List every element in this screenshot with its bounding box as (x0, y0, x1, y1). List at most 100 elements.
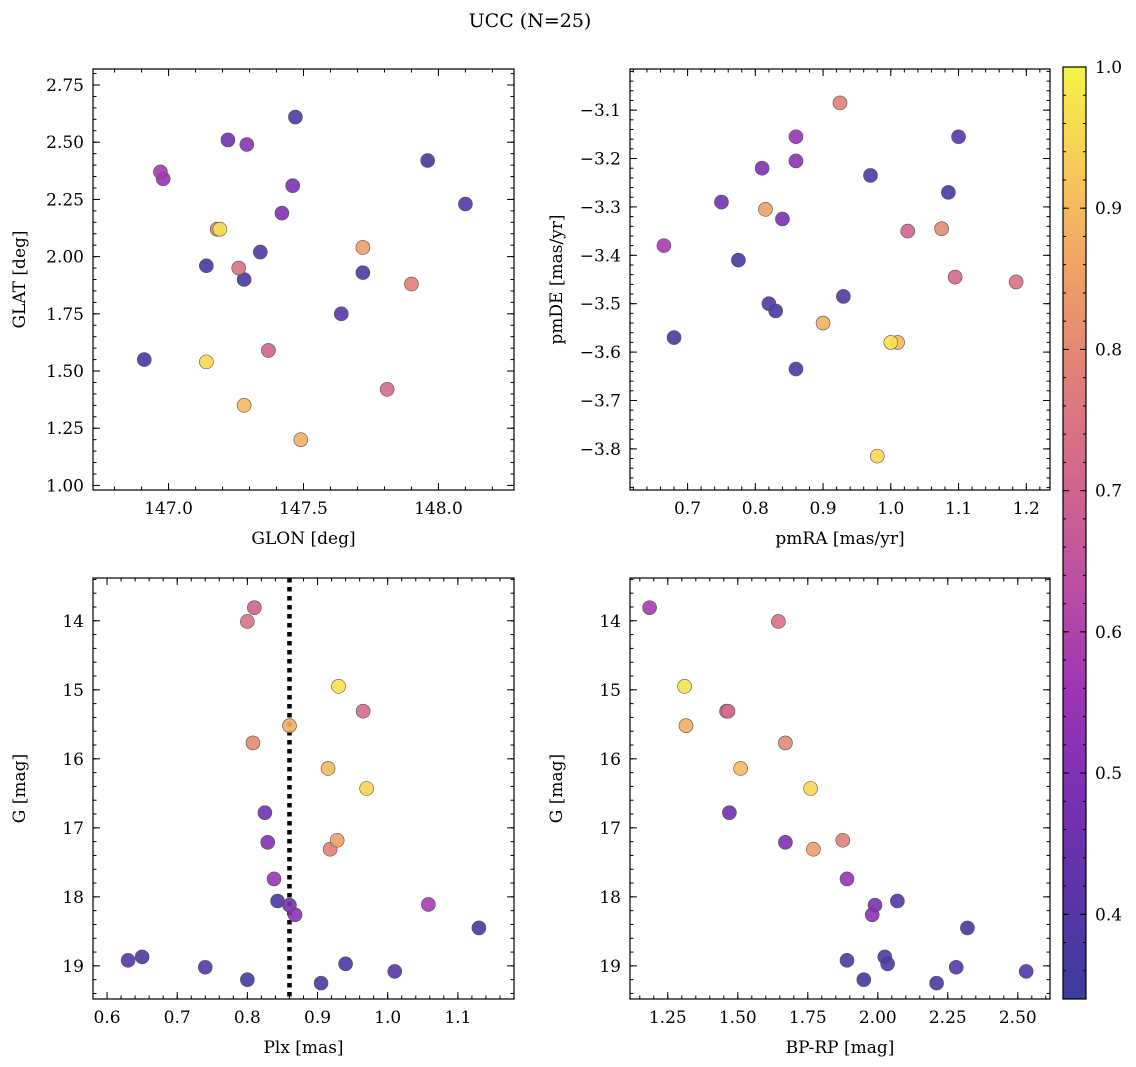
x-tick-label: 1.75 (789, 1008, 827, 1028)
x-tick-label: 1.0 (374, 1008, 401, 1028)
x-tick-label: 2.00 (859, 1008, 897, 1028)
data-point (731, 252, 746, 268)
x-tick-label: 0.9 (810, 499, 837, 519)
data-point (832, 95, 848, 111)
data-point (293, 432, 309, 447)
data-point (239, 137, 255, 152)
data-point (951, 129, 966, 145)
x-tick-label: 2.50 (999, 1008, 1037, 1028)
y-axis-label: G [mag] (10, 754, 30, 823)
data-point (331, 679, 346, 694)
colorbar-tick-label: 0.9 (1095, 199, 1122, 219)
data-point (199, 258, 214, 274)
data-point (678, 718, 694, 733)
data-point (803, 781, 818, 796)
colorbar-tick-label: 1.0 (1095, 58, 1122, 78)
data-point (775, 211, 790, 227)
data-point (754, 160, 770, 176)
colorbar-tick-label: 0.7 (1095, 482, 1122, 502)
data-point (806, 841, 821, 857)
y-tick-label: 2.75 (46, 76, 84, 96)
data-point (313, 975, 329, 991)
data-point (788, 153, 804, 169)
data-point (420, 153, 435, 168)
data-point (934, 221, 949, 236)
data-point (253, 244, 268, 260)
y-axis-label: pmDE [mas/yr] (547, 214, 567, 344)
colorbar-frame (1062, 66, 1087, 1000)
data-point (329, 832, 345, 848)
data-point (869, 448, 885, 464)
data-point (197, 959, 213, 975)
y-tick-label: 1.75 (46, 305, 84, 325)
x-tick-label: 1.0 (877, 499, 904, 519)
data-point (134, 949, 150, 965)
data-point (355, 240, 371, 255)
data-point (359, 781, 374, 796)
data-point (778, 735, 793, 751)
data-point (941, 185, 956, 200)
data-point (355, 265, 371, 280)
data-point (642, 600, 657, 615)
y-tick-label: 17 (62, 819, 84, 839)
x-tick-label: 0.7 (164, 1008, 191, 1028)
axes-frame (629, 577, 1051, 1000)
data-point (379, 382, 395, 397)
axes-frame (92, 577, 515, 1000)
data-point (220, 132, 236, 148)
x-tick-label: 1.1 (945, 499, 972, 519)
y-tick-label: −3.3 (580, 198, 621, 218)
y-tick-label: 18 (599, 888, 621, 908)
scatter-pmra-pmde: 0.7 0.8 0.9 1.0 1.1 1.2 −3.8 −3.7 −3.6 −3.5 −3.4 −3… (547, 68, 1051, 549)
colorbar-tick-label: 0.5 (1095, 764, 1122, 784)
data-point (1008, 274, 1024, 290)
data-point (836, 289, 851, 304)
data-point (947, 269, 963, 285)
data-point (120, 953, 136, 968)
colorbar-tick-label: 0.6 (1095, 623, 1122, 643)
colorbar-gradient (1063, 67, 1086, 999)
data-point (1018, 964, 1034, 979)
y-tick-label: −3.2 (580, 150, 621, 170)
x-tick-label: 0.8 (742, 499, 769, 519)
data-point (245, 735, 261, 751)
x-tick-label: 147.0 (144, 499, 193, 519)
data-point (839, 953, 855, 968)
y-tick-label: 17 (599, 819, 621, 839)
y-tick-label: −3.4 (580, 246, 621, 266)
y-tick-label: 14 (599, 612, 621, 632)
data-point (387, 964, 403, 979)
y-tick-label: −3.8 (580, 440, 621, 460)
y-tick-label: 1.00 (46, 476, 84, 496)
data-point (714, 194, 729, 210)
y-tick-label: −3.7 (580, 391, 621, 411)
data-point (677, 679, 692, 694)
y-tick-label: 19 (599, 957, 621, 977)
axes-frame (92, 68, 515, 491)
data-point (261, 343, 276, 358)
data-point (856, 972, 872, 987)
y-tick-label: 1.50 (46, 362, 84, 382)
data-point (948, 959, 964, 975)
data-point (863, 168, 878, 183)
y-tick-label: 18 (62, 888, 84, 908)
data-point (338, 956, 353, 972)
data-point (815, 315, 831, 331)
data-point (722, 805, 737, 820)
scatter-plx-g: 0.6 0.7 0.8 0.9 1.0 1.1 14 15 16 17 18 19 Plx [mas] G… (10, 577, 515, 1058)
data-point (877, 949, 893, 965)
data-point (771, 614, 786, 629)
y-tick-label: 16 (62, 750, 84, 770)
data-point (199, 354, 214, 370)
data-point (355, 703, 371, 719)
y-tick-label: 2.50 (46, 133, 84, 153)
data-point (835, 832, 851, 848)
data-point (333, 306, 349, 322)
data-point (287, 907, 303, 923)
data-point (236, 398, 252, 413)
x-tick-label: 148.0 (414, 499, 463, 519)
data-point (285, 178, 301, 193)
scatter-bprp-g: 1.25 1.50 1.75 2.00 2.25 2.50 14 15 16 17 18 19 BP-R… (547, 577, 1051, 1058)
x-tick-label: 0.9 (304, 1008, 331, 1028)
